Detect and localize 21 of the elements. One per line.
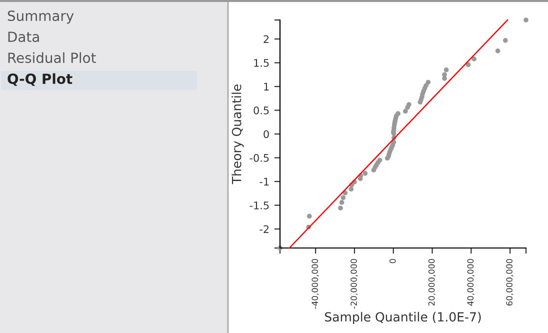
- y-tick-label: -0.5: [250, 154, 269, 162]
- y-tick-label: 1.5: [254, 59, 269, 67]
- x-axis-title: Sample Quantile (1.0E-7): [324, 312, 481, 324]
- x-tick-label: -20,000,000: [350, 258, 358, 309]
- y-tick-label: -2: [260, 225, 269, 233]
- y-axis-title: Theory Quantile: [232, 84, 244, 184]
- x-tick-label: -40,000,000: [312, 258, 319, 309]
- text: Q-Q Plot: [8, 73, 72, 86]
- text: Summary: [8, 10, 74, 24]
- text: Data: [8, 32, 39, 42]
- x-tick-label: 40,000,000: [467, 258, 474, 306]
- y-tick-label: 1: [264, 82, 269, 90]
- x-tick-label: 20,000,000: [428, 258, 436, 306]
- y-tick-label: 0: [264, 130, 269, 138]
- y-tick-label: -1.5: [250, 202, 269, 210]
- text: Residual Plot: [8, 52, 96, 64]
- y-tick-label: 2: [264, 35, 269, 43]
- x-tick-label: 0: [389, 258, 396, 264]
- y-tick-label: 0.5: [254, 106, 269, 114]
- x-tick-label: 60,000,000: [506, 258, 514, 306]
- y-tick-label: -1: [260, 178, 269, 186]
